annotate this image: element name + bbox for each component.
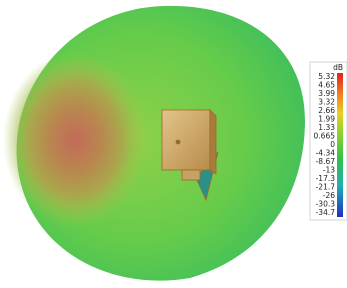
colorbar-unit: dB	[333, 63, 343, 72]
screenshot: dB 5.324.653.993.322.661.991.330.6650-4.…	[0, 0, 347, 288]
colorbar-strip	[337, 73, 343, 217]
colorbar: dB 5.324.653.993.322.661.991.330.6650-4.…	[310, 62, 347, 220]
colorbar-label: -34.7	[316, 208, 336, 217]
main-lobe	[3, 52, 147, 228]
